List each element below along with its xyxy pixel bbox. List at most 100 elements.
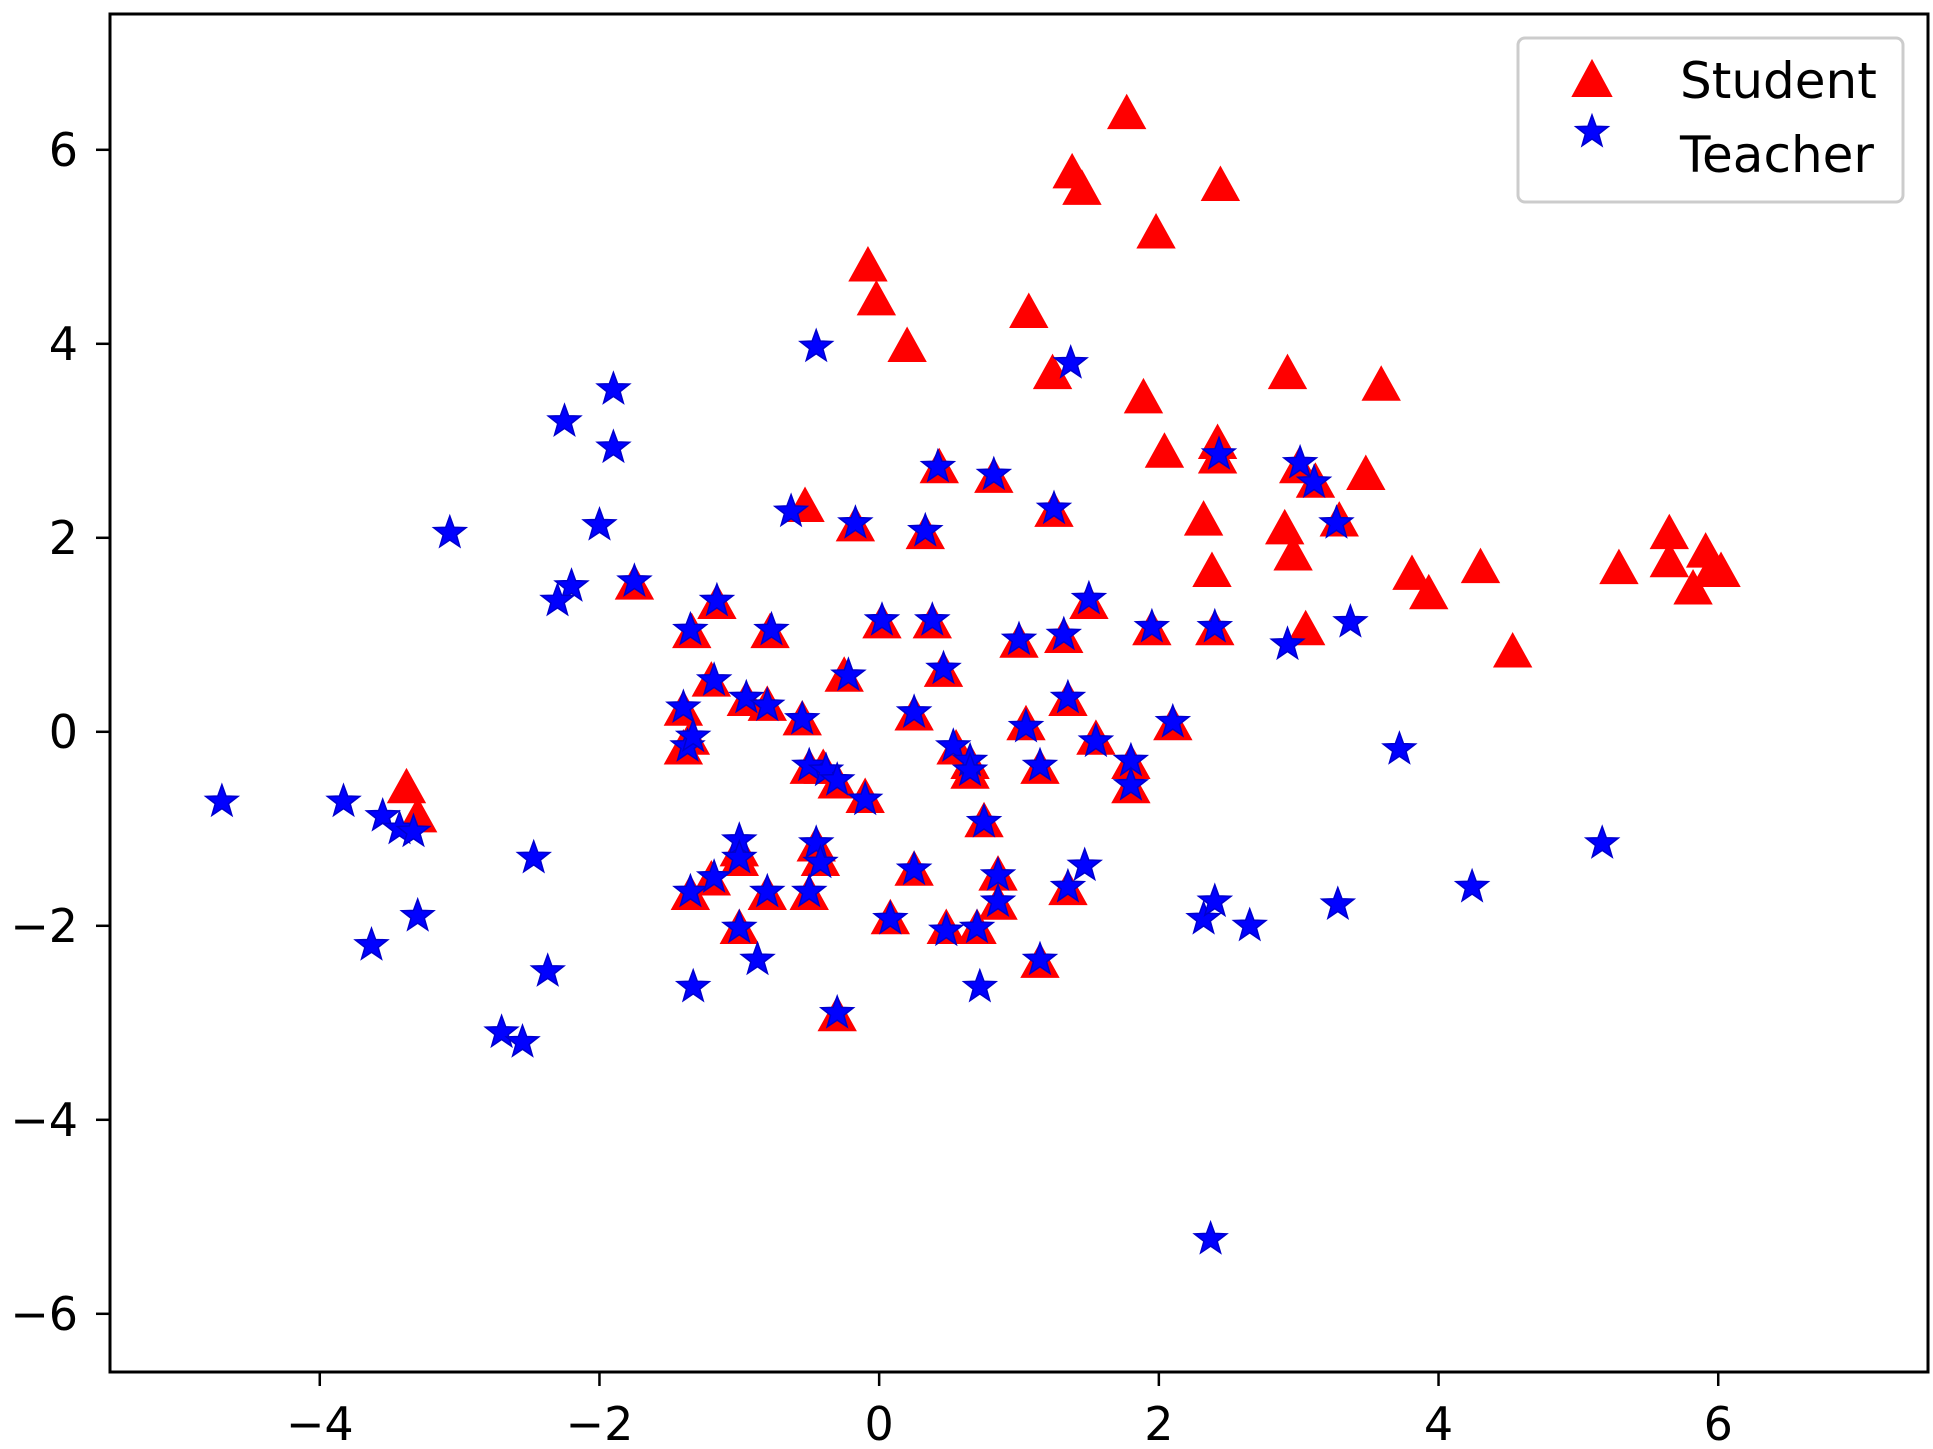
y-tick-label: −4 — [10, 1093, 78, 1147]
student-point — [1701, 551, 1741, 588]
legend: Student Teacher — [1516, 36, 1905, 204]
x-tick-label: −2 — [566, 1397, 634, 1449]
teacher-point — [925, 649, 962, 685]
y-tick-label: −6 — [10, 1287, 78, 1341]
teacher-point — [802, 843, 839, 879]
student-point — [1062, 169, 1102, 205]
y-axis: −6 −4 −2 0 2 4 6 — [10, 123, 110, 1341]
teacher-point — [1021, 746, 1059, 782]
teacher-point — [1281, 443, 1319, 479]
teacher-point — [698, 581, 736, 617]
teacher-point — [951, 751, 989, 787]
teacher-point — [1007, 707, 1045, 743]
teacher-point — [553, 567, 590, 602]
teacher-point — [1154, 702, 1192, 738]
teacher-point — [395, 812, 432, 848]
teacher-point — [695, 858, 733, 893]
teacher-point — [1295, 463, 1333, 499]
teacher-point — [674, 967, 712, 1003]
teacher-point — [1196, 607, 1234, 643]
student-point — [1492, 632, 1533, 668]
teacher-point — [431, 513, 469, 549]
student-point — [1392, 554, 1432, 590]
teacher-point — [504, 1023, 541, 1058]
teacher-point — [837, 504, 874, 539]
teacher-point — [958, 908, 996, 944]
teacher-point — [1332, 603, 1369, 638]
teacher-point — [1453, 867, 1491, 903]
student-point — [1361, 365, 1401, 401]
teacher-point — [895, 693, 933, 728]
teacher-point — [1052, 344, 1089, 379]
teacher-point — [1318, 504, 1355, 539]
y-tick-label: 0 — [49, 705, 78, 759]
teacher-point — [818, 993, 856, 1029]
teacher-point — [595, 370, 632, 405]
teacher-point — [914, 601, 951, 636]
student-point — [1599, 548, 1639, 585]
legend-student-marker — [1571, 58, 1613, 97]
teacher-point — [749, 872, 786, 908]
teacher-point — [1049, 867, 1087, 903]
teacher-point — [1583, 824, 1621, 859]
student-point — [1409, 573, 1449, 610]
teacher-point — [791, 746, 828, 782]
teacher-point — [399, 896, 436, 932]
student-point — [1673, 569, 1713, 605]
student-point — [1200, 165, 1241, 201]
teacher-point — [1112, 765, 1150, 801]
teacher-point — [1000, 620, 1038, 656]
x-tick-label: 4 — [1424, 1397, 1453, 1449]
teacher-point — [1269, 625, 1306, 661]
teacher-point — [695, 661, 733, 696]
teacher-point — [979, 856, 1017, 891]
teacher-point — [1133, 607, 1171, 643]
teacher-point — [665, 688, 702, 724]
teacher-point — [772, 492, 810, 528]
teacher-point — [539, 581, 576, 617]
student-point — [856, 279, 897, 316]
student-point — [1192, 551, 1232, 588]
legend-teacher-marker — [1573, 112, 1611, 148]
teacher-point — [595, 428, 632, 464]
x-tick-label: −4 — [286, 1397, 354, 1449]
teacher-point — [546, 402, 583, 437]
student-point — [1136, 213, 1176, 249]
student-point — [1346, 454, 1386, 491]
teacher-point — [975, 455, 1013, 491]
teacher-point — [1185, 899, 1222, 935]
teacher-point — [1200, 435, 1238, 470]
teacher-point — [830, 656, 867, 692]
teacher-point — [872, 899, 909, 935]
student-point — [887, 326, 927, 362]
teacher-point — [721, 838, 758, 874]
legend-teacher-label: Teacher — [1679, 126, 1874, 184]
teacher-point — [798, 824, 835, 859]
teacher-point — [784, 700, 821, 735]
teacher-point — [1021, 940, 1059, 976]
teacher-point — [672, 610, 709, 646]
student-point — [1183, 500, 1224, 536]
x-tick-label: 0 — [865, 1397, 894, 1449]
student-point — [1285, 609, 1326, 646]
student-point — [386, 767, 427, 804]
teacher-series — [203, 327, 1621, 1255]
legend-box — [1516, 36, 1905, 204]
teacher-point — [720, 908, 758, 944]
student-point — [1273, 535, 1313, 571]
teacher-point — [753, 610, 790, 646]
teacher-point — [1192, 1219, 1229, 1255]
teacher-point — [1049, 678, 1087, 714]
student-point — [1267, 353, 1308, 390]
y-tick-label: 2 — [49, 511, 78, 565]
teacher-point — [529, 952, 566, 987]
y-tick-label: 4 — [49, 317, 78, 371]
teacher-point — [739, 940, 776, 976]
teacher-point — [749, 686, 786, 722]
teacher-point — [863, 601, 901, 636]
teacher-point — [581, 506, 618, 541]
teacher-point — [1070, 579, 1108, 615]
teacher-point — [895, 850, 933, 886]
x-tick-label: 6 — [1704, 1397, 1733, 1449]
